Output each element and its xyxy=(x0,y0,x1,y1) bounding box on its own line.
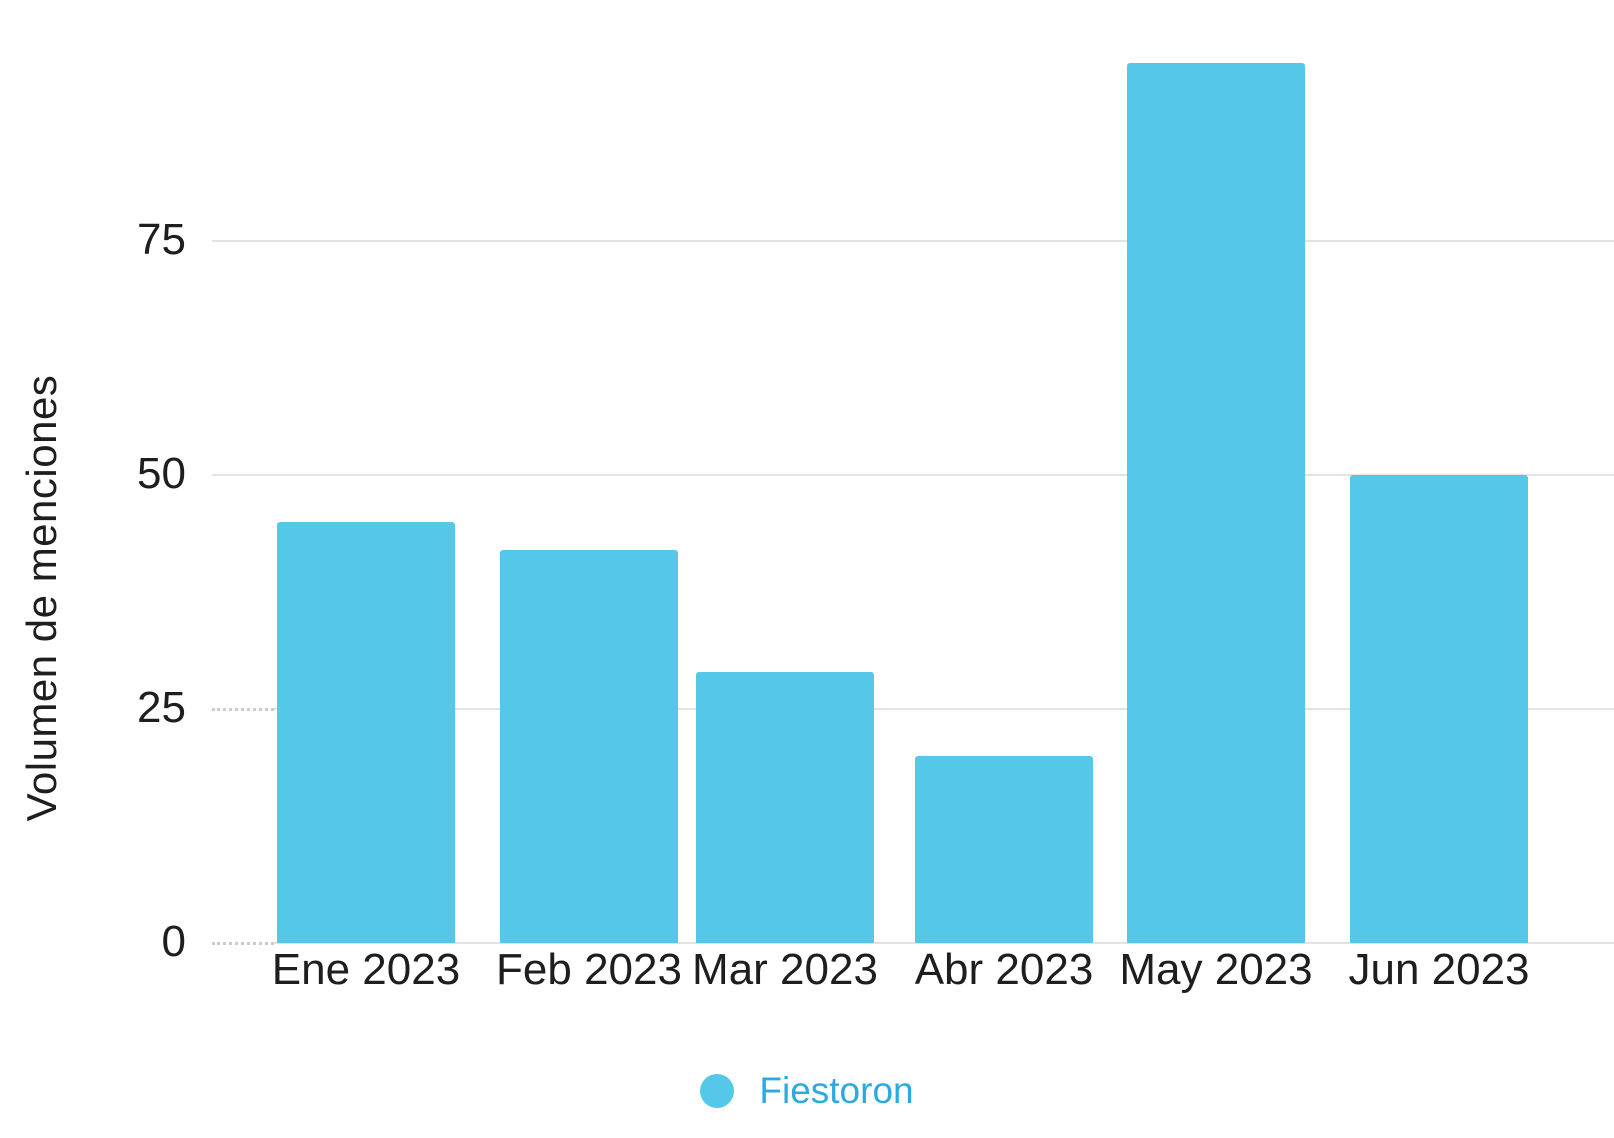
x-tick-label-ene-2023: Ene 2023 xyxy=(271,945,461,994)
x-tick-label-mar-2023: Mar 2023 xyxy=(692,945,878,994)
bar-may-2023[interactable] xyxy=(1127,63,1305,943)
y-tick-label-75: 75 xyxy=(137,215,186,265)
x-tick-label-jun-2023: Jun 2023 xyxy=(1348,945,1530,994)
gridline-25 xyxy=(274,708,1614,710)
legend-marker-icon xyxy=(700,1073,735,1108)
y-tick-label-50: 50 xyxy=(137,449,186,499)
gridline-50 xyxy=(212,474,1614,476)
y-tick-label-25: 25 xyxy=(137,683,186,733)
bar-mar-2023[interactable] xyxy=(696,672,874,943)
gridline-0 xyxy=(274,942,1614,944)
bar-abr-2023[interactable] xyxy=(915,756,1093,943)
x-tick-label-may-2023: May 2023 xyxy=(1119,945,1313,994)
legend-item-fiestoron[interactable]: Fiestoron xyxy=(0,1072,1614,1109)
gridline-75 xyxy=(212,240,1614,242)
bar-jun-2023[interactable] xyxy=(1350,475,1528,943)
bar-ene-2023[interactable] xyxy=(277,522,455,943)
gridline-leader-0 xyxy=(212,942,274,945)
x-tick-label-feb-2023: Feb 2023 xyxy=(496,945,682,994)
gridline-leader-25 xyxy=(212,708,274,711)
y-tick-label-0: 0 xyxy=(161,917,186,967)
legend-series-label: Fiestoron xyxy=(759,1070,914,1111)
bar-feb-2023[interactable] xyxy=(500,550,678,943)
x-tick-label-abr-2023: Abr 2023 xyxy=(914,945,1094,994)
